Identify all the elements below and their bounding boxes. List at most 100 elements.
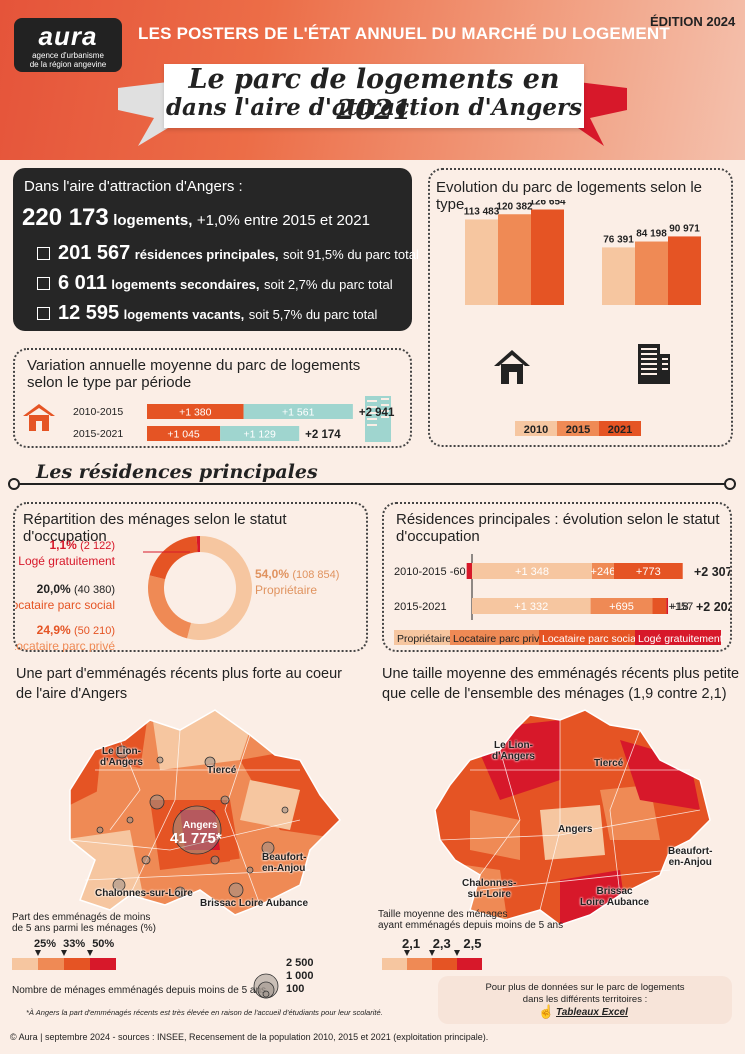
- legend-swatch-2021: [599, 421, 641, 436]
- legend-value: 50%: [92, 938, 115, 950]
- circle-value: 100: [286, 983, 305, 995]
- checkbox-icon: [37, 247, 50, 260]
- slice-value: 20,0% (40 380): [37, 582, 115, 596]
- data-label: 84 198: [636, 229, 667, 240]
- slice-Propriétaire: [187, 536, 252, 640]
- map-left-place-lelion: Le Lion- d'Angers: [100, 746, 143, 768]
- map-right-legend-values: 2,1 2,3 2,5: [402, 936, 481, 951]
- legend-title-line: ayant emménagés depuis moins de 5 ans: [378, 920, 564, 931]
- variation-chart-box: Variation annuelle moyenne du parc de lo…: [13, 348, 412, 448]
- title-ribbon-ends: [118, 82, 627, 146]
- rp-evolution-chart-title: Résidences principales : évolution selon…: [396, 511, 720, 545]
- slice-pct: 24,9%: [37, 623, 74, 637]
- hand-pointer-icon: ☝: [538, 1004, 555, 1019]
- map-left-legend-title: Part des emménagés de moins de 5 ans par…: [12, 912, 156, 934]
- legend-swatch: [90, 958, 116, 970]
- legend-swatch: [539, 630, 635, 645]
- slice-Logé gratuitement: [196, 536, 200, 553]
- slice-value: 24,9% (50 210): [37, 623, 115, 637]
- data-label: +1 380: [179, 407, 212, 419]
- legend-label: Propriétaire: [397, 633, 451, 645]
- item-label: logements vacants,: [123, 307, 245, 322]
- map-footnote: *À Angers la part d'emménagés récents es…: [26, 1008, 383, 1017]
- data-label: +1 332: [514, 601, 548, 613]
- summary-intro: Dans l'aire d'attraction d'Angers :: [24, 178, 243, 195]
- legend-swatch: [382, 958, 407, 970]
- total-label: logements,: [113, 212, 193, 229]
- legend-swatch: [457, 958, 482, 970]
- total-note: +1,0% entre 2015 et 2021: [196, 212, 370, 229]
- maps-layer: [69, 709, 711, 926]
- map-right-title-line1: Une taille moyenne des emménagés récents…: [382, 666, 740, 682]
- place-label: Le Lion-: [494, 740, 533, 751]
- footer-credits: © Aura | septembre 2024 - sources : INSE…: [10, 1032, 489, 1042]
- legend-label: 2015: [566, 424, 590, 436]
- map-left-legend-values: 25% 33% 50%: [34, 938, 114, 950]
- bar-segment: [243, 404, 353, 419]
- map-right-place-lelion: Le Lion- d'Angers: [492, 740, 535, 762]
- place-label: Beaufort-: [668, 846, 713, 857]
- repartition-chart-box: Répartition des ménages selon le statut …: [13, 502, 368, 652]
- bar-segment: [666, 598, 669, 614]
- slice-count: (40 380): [74, 584, 115, 596]
- bar-segment: [147, 404, 244, 419]
- item-value: 12 595: [58, 302, 120, 324]
- total-label: +2 941: [359, 407, 395, 419]
- map-right-place-angers: Angers: [558, 824, 593, 835]
- slice-pct: 20,0%: [37, 582, 74, 596]
- logo-subtitle: agence d'urbanisme de la région angevine: [14, 51, 122, 69]
- bar-2015-0: [498, 214, 531, 305]
- bar-segment: [466, 563, 472, 579]
- data-label: 113 483: [464, 206, 500, 217]
- building-icon: [638, 344, 670, 384]
- bar-segment: [652, 598, 667, 614]
- total-label: +2 307: [694, 565, 730, 579]
- bar-segment: [592, 563, 614, 579]
- rp-evolution-chart-box: Résidences principales : évolution selon…: [382, 502, 732, 652]
- variation-chart-title: Variation annuelle moyenne du parc de lo…: [27, 357, 361, 391]
- legend-title-line: Part des emménagés de moins: [12, 912, 151, 923]
- bar-2010-0: [465, 219, 498, 305]
- slice-name: Logé gratuitement: [18, 554, 115, 568]
- page-title-line1: Le parc de logements en 2021: [188, 64, 560, 126]
- legend-swatch: [432, 958, 457, 970]
- map-right-place-beaufort: Beaufort- en-Anjou: [668, 846, 712, 868]
- logo-word: aura: [38, 21, 98, 51]
- checkbox-icon: [37, 307, 50, 320]
- more-data-text: Pour plus de données sur le parc de loge…: [438, 982, 732, 1006]
- building-icon: [365, 396, 391, 442]
- place-label: en-Anjou: [668, 857, 712, 868]
- summary-box: Dans l'aire d'attraction d'Angers : 220 …: [13, 168, 419, 331]
- item-label: résidences principales,: [134, 247, 279, 262]
- bar-2015-1: [635, 241, 668, 305]
- data-label: +157: [668, 601, 693, 613]
- summary-item-vacants: 12 595 logements vacants, soit 5,7% du p…: [37, 302, 377, 325]
- ribbon-right-end: [578, 82, 627, 146]
- data-label: 120 382: [496, 201, 533, 212]
- data-label: +1 561: [282, 407, 315, 419]
- place-label: Chalonnes-: [462, 878, 517, 889]
- slice-name: Propriétaire: [255, 583, 317, 597]
- data-label: -60: [450, 566, 466, 578]
- map-right-place-brissac: Brissac Loire Aubance: [580, 886, 649, 908]
- bar-segment: [472, 563, 592, 579]
- logo-sub2: de la région angevine: [29, 60, 107, 69]
- section-divider: [8, 478, 736, 490]
- bar-segment: [220, 426, 300, 441]
- legend-title-line: de 5 ans parmi les ménages (%): [12, 923, 156, 934]
- legend-swatch: [64, 958, 90, 970]
- excel-tables-link[interactable]: Tableaux Excel: [556, 1007, 628, 1018]
- aura-logo[interactable]: aura agence d'urbanisme de la région ang…: [14, 18, 122, 72]
- total-label: +2 202: [696, 600, 730, 614]
- circles-legend-title: Nombre de ménages emménagés depuis moins…: [12, 985, 267, 996]
- slice-pct: 54,0%: [255, 567, 292, 581]
- series-title: LES POSTERS DE L'ÉTAT ANNUEL DU MARCHÉ D…: [138, 24, 670, 43]
- legend-label: 2021: [608, 424, 632, 436]
- map-left-place-beaufort: Beaufort- en-Anjou: [262, 852, 306, 874]
- map-right-place-tierce: Tiercé: [594, 758, 624, 769]
- map-left-place-brissac: Brissac Loire Aubance: [200, 898, 309, 909]
- map-right-title: Une taille moyenne des emménagés récents…: [382, 664, 739, 704]
- repartition-chart-title: Répartition des ménages selon le statut …: [23, 511, 287, 545]
- map-left-place-angers: Angers: [183, 820, 218, 831]
- circles-legend-values: 2 500 1 000 100: [286, 957, 314, 996]
